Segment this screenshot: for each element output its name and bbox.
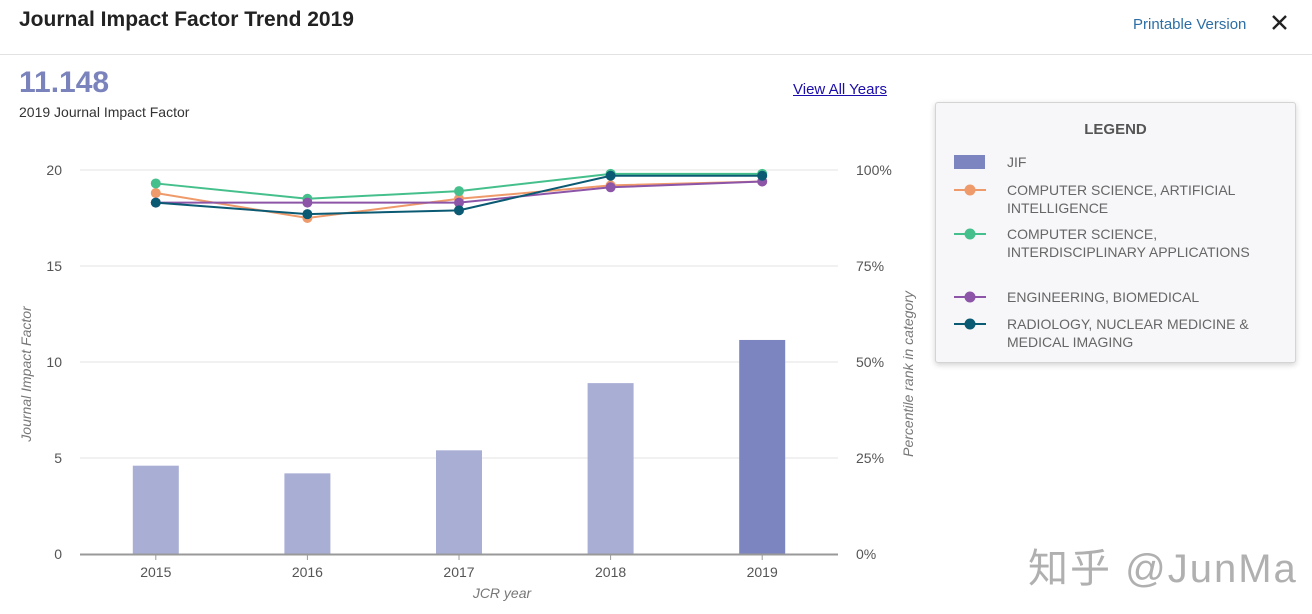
series-point-2-2016 (302, 197, 313, 208)
legend-line-swatch (954, 290, 986, 309)
dialog-header: Journal Impact Factor Trend 2019 Printab… (0, 0, 1312, 55)
series-point-0-2015 (150, 188, 161, 199)
jif-bar-2016 (284, 473, 331, 554)
x-tick-label: 2017 (443, 564, 474, 580)
y2-tick-label: 0% (856, 546, 876, 562)
y-axis-title: Journal Impact Factor (18, 305, 34, 443)
page-title: Journal Impact Factor Trend 2019 (19, 8, 354, 31)
x-tick-label: 2016 (292, 564, 323, 580)
series-point-3-2017 (454, 205, 464, 216)
series-point-1-2017 (454, 186, 464, 197)
series-point-3-2015 (150, 197, 161, 208)
series-point-2-2017 (454, 197, 464, 208)
series-point-3-2016 (302, 209, 313, 220)
legend-panel: LEGEND JIF COMPUTER SCIENCE, ARTIFICIAL I… (935, 102, 1296, 363)
series-point-1-2015 (150, 178, 161, 189)
legend-line-swatch (954, 183, 986, 202)
jif-bar-2015 (132, 465, 179, 554)
series-point-2-2018 (605, 182, 616, 193)
legend-item-label: COMPUTER SCIENCE, INTERDISCIPLINARY APPL… (1007, 226, 1250, 260)
series-point-3-2019 (757, 170, 768, 181)
jif-bar-2017 (436, 450, 482, 554)
y-tick-label: 0 (54, 546, 62, 562)
y-tick-label: 20 (46, 162, 62, 178)
x-tick-label: 2018 (595, 564, 626, 580)
view-all-years-link[interactable]: View All Years (793, 81, 887, 98)
x-tick-label: 2019 (747, 564, 778, 580)
close-icon[interactable] (1266, 8, 1292, 36)
legend-item-label: ENGINEERING, BIOMEDICAL (1007, 289, 1200, 305)
legend-item-label: JIF (1007, 154, 1027, 170)
y2-tick-label: 100% (856, 162, 892, 178)
legend-title: LEGEND (1084, 121, 1147, 138)
legend-bar-swatch (954, 155, 985, 169)
jif-value: 11.148 (19, 66, 110, 99)
x-tick-label: 2015 (140, 564, 171, 580)
jif-bar-2019 (739, 339, 786, 554)
x-axis-title: JCR year (472, 585, 533, 601)
y2-tick-label: 75% (856, 258, 884, 274)
jif-trend-chart: 0 5 10 15 20 0% 25% 50% 75% 100% 2015 2016 2017 2018 2… (18, 162, 916, 601)
y-tick-label: 10 (46, 354, 62, 370)
jif-label: 2019 Journal Impact Factor (19, 104, 190, 120)
printable-version-link[interactable]: Printable Version (1133, 16, 1247, 33)
legend-item-label: RADIOLOGY, NUCLEAR MEDICINE & MEDICAL IM… (1007, 316, 1249, 350)
y-tick-label: 5 (54, 450, 62, 466)
y-tick-label: 15 (46, 258, 62, 274)
legend-item-label: COMPUTER SCIENCE, ARTIFICIAL INTELLIGENC… (1007, 182, 1235, 216)
jif-bar-2018 (587, 383, 634, 554)
watermark: 知乎 @JunMa (1028, 547, 1298, 591)
y2-axis-title: Percentile rank in category (900, 290, 916, 457)
y2-tick-label: 25% (856, 450, 884, 466)
legend-line-swatch (954, 227, 986, 246)
legend-line-swatch (954, 317, 986, 336)
y2-tick-label: 50% (856, 354, 884, 370)
series-point-3-2018 (605, 170, 616, 181)
